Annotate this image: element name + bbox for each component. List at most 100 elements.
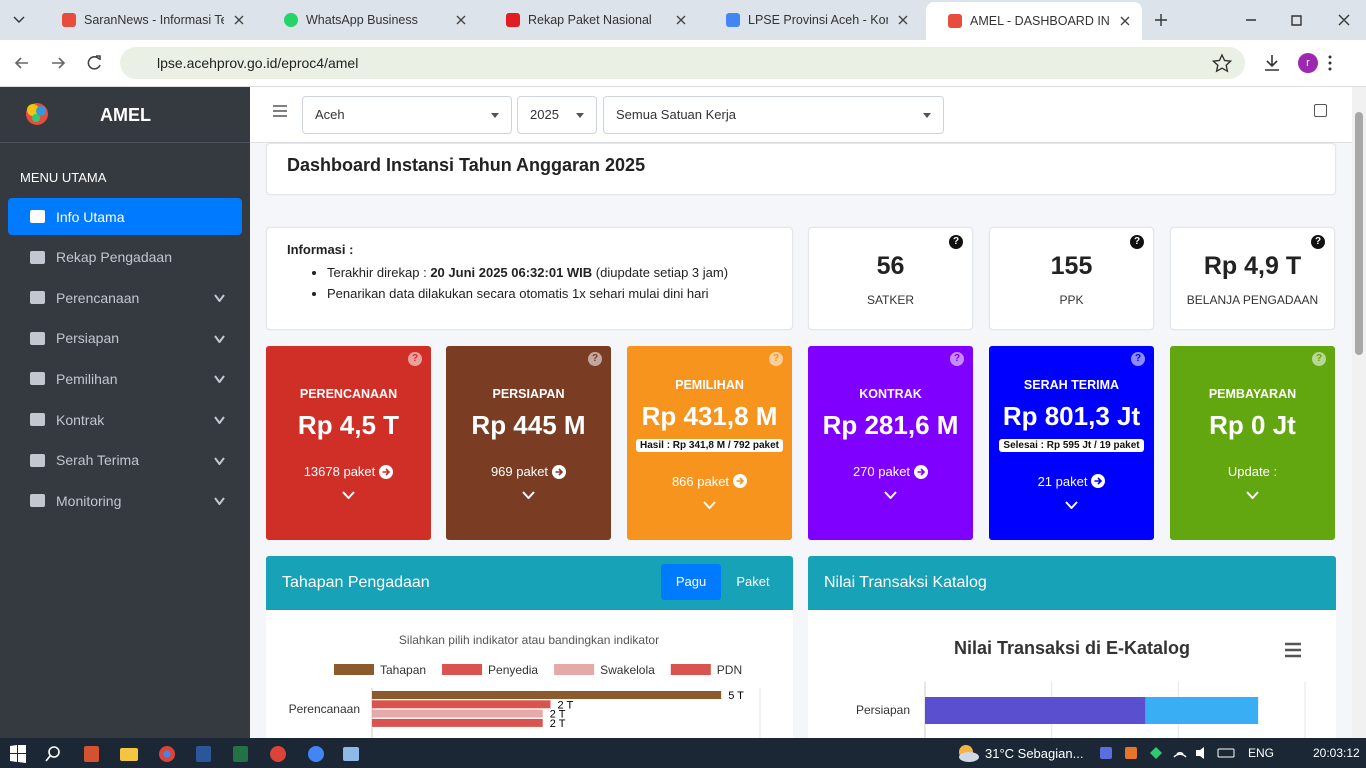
tab[interactable]: WhatsApp Business bbox=[262, 4, 478, 36]
chevron bbox=[341, 491, 355, 499]
tab-close[interactable] bbox=[234, 15, 244, 25]
select[interactable]: Semua Satuan Kerja bbox=[603, 96, 944, 134]
menu-label: Perencanaan bbox=[56, 289, 140, 306]
legend-label[interactable]: Penyedia bbox=[488, 663, 538, 677]
help-icon[interactable]: ? bbox=[1312, 352, 1326, 366]
tahapan-chart: Silahkan pilih indikator atau bandingkan… bbox=[289, 633, 761, 738]
stage-title: KONTRAK bbox=[859, 387, 922, 401]
tab[interactable]: Rekap Paket Nasional bbox=[484, 4, 698, 36]
legend-swatch[interactable] bbox=[670, 664, 711, 675]
chevron-path bbox=[214, 416, 225, 424]
stage-title: PERENCANAAN bbox=[299, 387, 398, 401]
help-icon[interactable]: ? bbox=[949, 235, 963, 249]
chevron-path bbox=[702, 500, 716, 509]
expand[interactable] bbox=[702, 500, 717, 509]
tab-close[interactable] bbox=[676, 15, 686, 25]
select[interactable]: Aceh bbox=[302, 96, 512, 134]
expand[interactable] bbox=[341, 491, 356, 499]
arrow-icon bbox=[552, 464, 567, 479]
tab[interactable]: AMEL - DASHBOARD INSTAN bbox=[926, 2, 1142, 40]
toolbar-icons[interactable] bbox=[1210, 52, 1335, 74]
legend-swatch[interactable] bbox=[554, 664, 595, 675]
menu-icon bbox=[30, 331, 45, 345]
icon-shape bbox=[30, 331, 45, 345]
bar bbox=[372, 691, 722, 699]
help-icon[interactable]: ? bbox=[950, 352, 964, 366]
menu-label: Monitoring bbox=[56, 492, 122, 509]
select[interactable]: 2025 bbox=[517, 96, 597, 134]
link-text: 270 paket bbox=[852, 464, 911, 479]
brand[interactable]: AMEL bbox=[0, 87, 250, 143]
stage-link[interactable]: 866 paket bbox=[672, 474, 748, 489]
fullscreen[interactable] bbox=[1314, 104, 1327, 117]
icon-shape bbox=[30, 291, 45, 305]
stage-link[interactable]: 270 paket bbox=[852, 464, 929, 479]
stage-card: ? SERAH TERIMA Rp 801,3 Jt Selesai : Rp 595… bbox=[989, 346, 1154, 540]
arrow bbox=[917, 467, 926, 476]
stage-link[interactable]: 21 paket bbox=[1038, 474, 1106, 489]
stat-label: PPK bbox=[1059, 293, 1084, 307]
tab-button[interactable]: Paket bbox=[736, 574, 770, 589]
text: (diupdate setiap 3 jam) bbox=[592, 265, 729, 280]
tab-close[interactable] bbox=[898, 15, 908, 25]
expand[interactable] bbox=[521, 491, 536, 499]
menu-item[interactable]: Monitoring bbox=[8, 482, 242, 519]
menu-item[interactable]: Perencanaan bbox=[8, 279, 242, 316]
tab[interactable]: SaranNews - Informasi Tepat bbox=[40, 4, 256, 36]
tab-button[interactable]: Pagu bbox=[661, 564, 721, 600]
chart-menu[interactable] bbox=[1285, 642, 1301, 658]
menu-item[interactable]: Info Utama bbox=[8, 198, 242, 235]
stage-card: ? PERSIAPAN Rp 445 M 969 paket bbox=[446, 346, 611, 540]
help-icon[interactable]: ? bbox=[1311, 235, 1325, 249]
bar-label: 5 T bbox=[728, 690, 744, 702]
stat-label: SATKER bbox=[866, 293, 915, 307]
language[interactable]: ENG bbox=[1248, 746, 1275, 760]
help-icon[interactable]: ? bbox=[769, 352, 783, 366]
scroll-thumb[interactable] bbox=[1355, 112, 1363, 355]
text: 20 Juni 2025 06:32:01 WIB bbox=[430, 265, 593, 280]
chart-title: Nilai Transaksi di E-Katalog bbox=[954, 638, 1190, 658]
close-path bbox=[234, 15, 244, 25]
profile[interactable]: r bbox=[1298, 53, 1318, 73]
expand[interactable] bbox=[1245, 491, 1260, 499]
stage-link[interactable]: Update : bbox=[1228, 464, 1277, 479]
menu-item[interactable]: Kontrak bbox=[8, 401, 242, 438]
tab[interactable]: LPSE Provinsi Aceh - Kontak bbox=[704, 4, 920, 36]
chevron bbox=[214, 335, 225, 343]
legend-label[interactable]: Tahapan bbox=[380, 663, 426, 677]
clock[interactable]: 20:03:12 bbox=[1313, 746, 1360, 760]
help-icon[interactable]: ? bbox=[588, 352, 602, 366]
scrollbar[interactable] bbox=[1352, 87, 1366, 738]
tray-icons[interactable] bbox=[1098, 745, 1238, 761]
expand[interactable] bbox=[883, 491, 898, 499]
menu-item[interactable]: Persiapan bbox=[8, 320, 242, 357]
menu-item[interactable]: Serah Terima bbox=[8, 442, 242, 479]
weather[interactable]: 31°C Sebagian... bbox=[985, 746, 1084, 761]
help-icon[interactable]: ? bbox=[1130, 235, 1144, 249]
menu-toggle[interactable] bbox=[273, 105, 287, 117]
chevron bbox=[521, 491, 535, 499]
legend-swatch[interactable] bbox=[334, 664, 374, 675]
stage-link[interactable]: 969 paket bbox=[491, 464, 567, 479]
menu-item[interactable]: Pemilihan bbox=[8, 360, 242, 397]
tab-close[interactable] bbox=[456, 15, 466, 25]
expand[interactable] bbox=[1064, 500, 1079, 509]
stage-card: ? KONTRAK Rp 281,6 M 270 paket bbox=[808, 346, 973, 540]
help-icon[interactable]: ? bbox=[1131, 352, 1145, 366]
help-icon[interactable]: ? bbox=[408, 352, 422, 366]
tab-title: LPSE Provinsi Aceh - Kontak bbox=[748, 13, 888, 27]
category-label: Persiapan bbox=[856, 703, 910, 717]
nav-buttons[interactable] bbox=[10, 50, 110, 76]
tab-close[interactable] bbox=[1120, 16, 1130, 26]
bar-segment bbox=[1145, 697, 1259, 724]
stage-link[interactable]: 13678 paket bbox=[304, 464, 394, 479]
taskbar-apps[interactable] bbox=[10, 745, 370, 763]
chevron-path bbox=[214, 497, 225, 506]
menu-label: Kontrak bbox=[56, 411, 105, 428]
menu-item[interactable]: Rekap Pengadaan bbox=[8, 239, 242, 276]
url[interactable]: lpse.acehprov.go.id/eproc4/amel bbox=[120, 47, 1245, 79]
legend-swatch[interactable] bbox=[442, 664, 483, 675]
legend-label[interactable]: Swakelola bbox=[600, 663, 655, 677]
legend-label[interactable]: PDN bbox=[717, 663, 742, 677]
caret bbox=[576, 113, 584, 118]
